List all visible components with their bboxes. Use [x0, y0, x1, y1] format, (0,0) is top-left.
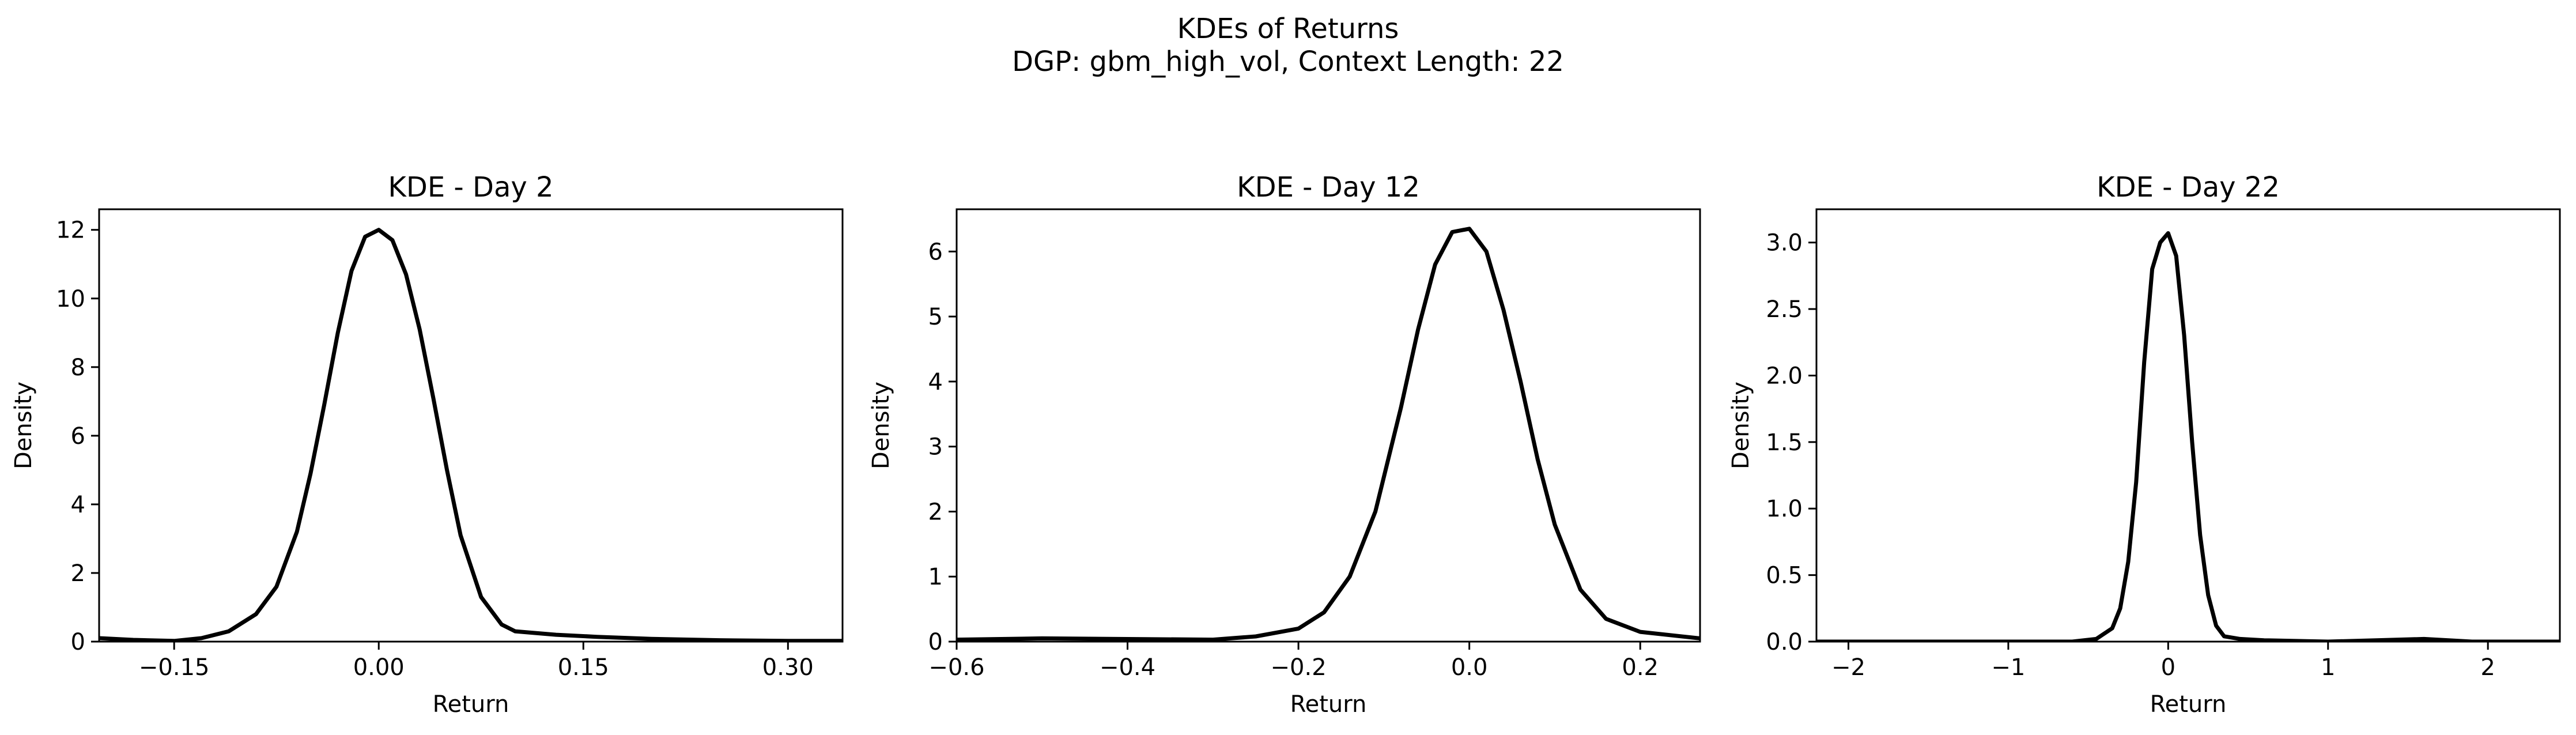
y-tick-label: 2	[928, 499, 943, 525]
y-tick-label: 0	[928, 629, 943, 655]
y-tick-label: 5	[928, 304, 943, 330]
x-tick-label: 0.15	[558, 654, 609, 681]
y-tick-label: 2	[71, 560, 85, 587]
x-tick-label: −1	[1991, 654, 2025, 681]
y-tick-label: 4	[928, 369, 943, 395]
subplot-title: KDE - Day 22	[2097, 171, 2280, 203]
x-axis-label: Return	[2150, 691, 2227, 718]
x-axis-label: Return	[1290, 691, 1367, 718]
y-tick-label: 1.0	[1766, 496, 1803, 522]
y-tick-label: 0.5	[1766, 563, 1803, 589]
subplot-1: −0.15 0.00 0.15 0.30 0 2 4 6 8 10 12 KDE - Day 2 Ret…	[10, 171, 844, 718]
subplot-3: −2 −1 0 1 2 0.0 0.5 1.0 1.5 2.0 2.5 3.0 KDE - Day 22…	[1728, 171, 2561, 718]
kde-line-day-panel-1-series-1	[99, 228, 843, 642]
y-tick-label: 3.0	[1766, 230, 1803, 257]
y-tick-label: 0.0	[1766, 629, 1803, 655]
subplot-title: KDE - Day 2	[388, 171, 553, 203]
x-tick-label: 0.2	[1622, 654, 1659, 681]
x-tick-label: −0.6	[928, 654, 984, 681]
x-tick-label: 0.00	[353, 654, 405, 681]
y-axis-label: Density	[1728, 382, 1754, 469]
y-tick-label: 3	[928, 434, 943, 461]
y-tick-label: 10	[56, 286, 85, 312]
x-tick-label: 0.0	[1451, 654, 1488, 681]
y-tick-label: 4	[71, 492, 85, 518]
x-tick-label: 0.30	[762, 654, 814, 681]
kde-line-day-panel-2-series-1	[957, 227, 1700, 642]
x-tick-label: −0.15	[139, 654, 210, 681]
x-tick-label: −2	[1831, 654, 1865, 681]
x-tick-label: 0	[2161, 654, 2175, 681]
axes-frame	[98, 208, 844, 643]
y-tick-label: 1	[928, 564, 943, 590]
x-tick-label: 2	[2480, 654, 2495, 681]
subplot-2: −0.6 −0.4 −0.2 0.0 0.2 0 1 2 3 4 5 6 KDE - Day 12 Ret…	[868, 171, 1701, 718]
axes-frame	[955, 208, 1701, 643]
y-tick-label: 0	[71, 629, 85, 655]
y-tick-label: 6	[71, 423, 85, 450]
y-tick-label: 2.0	[1766, 363, 1803, 389]
figure-subtitle: DGP: gbm_high_vol, Context Length: 22	[1012, 46, 1564, 78]
x-axis-label: Return	[433, 691, 509, 718]
subplot-title: KDE - Day 12	[1237, 171, 1420, 203]
y-tick-label: 6	[928, 239, 943, 265]
y-axis-label: Density	[10, 382, 37, 469]
figure-title: KDEs of Returns	[1177, 13, 1399, 45]
x-tick-label: −0.4	[1100, 654, 1155, 681]
x-tick-label: 1	[2321, 654, 2335, 681]
y-tick-label: 1.5	[1766, 429, 1803, 456]
x-tick-label: −0.2	[1271, 654, 1327, 681]
axes-frame	[1815, 208, 2561, 643]
y-axis-label: Density	[868, 382, 894, 469]
y-tick-label: 2.5	[1766, 296, 1803, 323]
y-tick-label: 12	[56, 217, 85, 244]
y-tick-label: 8	[71, 355, 85, 381]
